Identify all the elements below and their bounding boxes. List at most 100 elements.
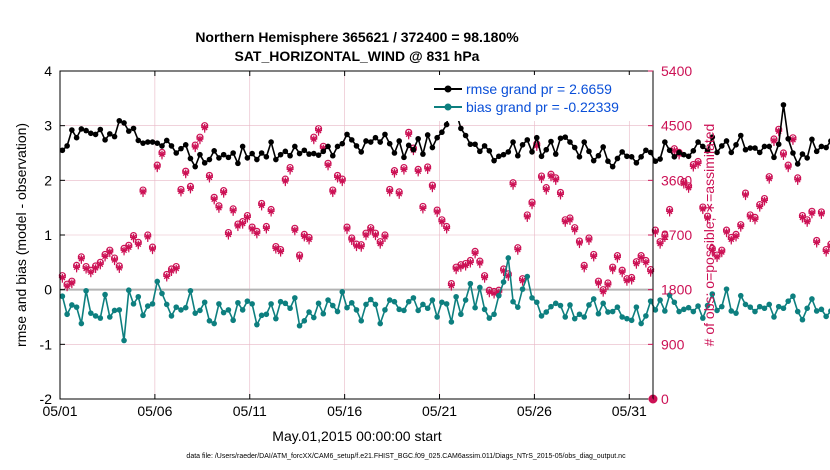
rmse-point: [353, 143, 360, 149]
bias-point: [775, 303, 782, 310]
obs-assimilated-marker: [770, 137, 778, 145]
obs-assimilated-stroke: [59, 274, 66, 281]
rmse-point: [571, 144, 578, 151]
bias-point: [64, 311, 70, 318]
rmse-point: [500, 151, 507, 158]
rmse-point: [557, 135, 564, 142]
bias-point: [382, 307, 388, 313]
rmse-point: [382, 131, 388, 138]
obs-assimilated-marker: [68, 279, 76, 287]
bias-point: [671, 299, 678, 306]
rmse-point: [239, 143, 246, 150]
obs-assimilated-marker: [87, 268, 95, 276]
bias-point: [116, 307, 123, 313]
obs-assimilated-marker: [438, 218, 446, 226]
obs-assimilated-stroke: [234, 222, 241, 229]
bias-point: [519, 286, 526, 292]
rmse-point: [823, 144, 829, 151]
rmse-point: [718, 143, 725, 149]
rmse-point: [159, 143, 165, 149]
obs-assimilated-marker: [343, 225, 351, 233]
y-left-tick-label: 4: [44, 63, 52, 79]
obs-assimilated-marker: [471, 249, 479, 257]
x-tick-label: 05/11: [233, 403, 267, 419]
bias-point: [311, 314, 317, 321]
bias-point: [59, 293, 66, 300]
rmse-point: [325, 143, 331, 150]
obs-assimilated-stroke: [538, 174, 545, 181]
obs-assimilated-marker: [538, 174, 546, 182]
rmse-series: [59, 95, 830, 170]
obs-assimilated-marker: [704, 214, 712, 222]
bias-point: [453, 293, 459, 300]
bias-point: [666, 292, 673, 298]
bias-point: [695, 303, 701, 309]
x-tick-label: 05/16: [327, 403, 362, 419]
obs-assimilated-marker: [784, 163, 792, 171]
obs-assimilated-marker: [609, 265, 617, 273]
obs-assimilated-stroke: [438, 218, 445, 225]
bias-point: [481, 306, 488, 313]
bias-point: [396, 306, 402, 313]
bias-point: [609, 308, 616, 315]
obs-assimilated-stroke: [106, 249, 113, 255]
bias-point: [756, 303, 763, 310]
rmse-point: [586, 148, 592, 155]
rmse-point: [652, 158, 659, 164]
rmse-point: [676, 149, 682, 156]
obs-assimilated-stroke: [462, 262, 469, 269]
rmse-point: [733, 142, 739, 148]
obs-assimilated-stroke: [97, 261, 104, 268]
obs-possible-marker: [827, 240, 830, 248]
obs-assimilated-stroke: [310, 136, 317, 142]
obs-assimilated-marker: [177, 187, 185, 195]
rmse-point: [192, 163, 199, 170]
rmse-point: [462, 132, 469, 139]
obs-assimilated-marker: [547, 172, 555, 180]
rmse-point: [320, 148, 327, 155]
x-tick-label: 05/01: [42, 403, 77, 419]
rmse-point: [590, 157, 597, 164]
rmse-point: [481, 143, 488, 149]
obs-assimilated-marker: [594, 279, 602, 287]
obs-assimilated-stroke: [481, 274, 488, 281]
bias-point: [258, 312, 265, 319]
obs-assimilated-marker: [632, 260, 640, 268]
rmse-point: [377, 139, 384, 145]
obs-assimilated-stroke: [140, 188, 146, 195]
bias-point: [353, 307, 360, 313]
obs-assimilated-marker: [77, 255, 85, 263]
bias-point: [216, 301, 222, 307]
obs-assimilated-marker: [443, 224, 451, 232]
bias-point: [571, 315, 578, 322]
rmse-point: [178, 145, 184, 152]
rmse-point: [292, 143, 298, 150]
footer-data-file: data file: /Users/raeder/DAI/ATM_forcXX/…: [186, 453, 626, 460]
obs-assimilated-stroke: [704, 215, 711, 221]
bias-point: [125, 287, 132, 294]
rmse-point: [287, 152, 293, 159]
obs-assimilated-marker: [220, 188, 228, 196]
obs-assimilated-stroke: [633, 260, 640, 267]
bias-point: [704, 302, 711, 309]
obs-assimilated-stroke: [116, 264, 123, 271]
bias-point: [790, 293, 796, 300]
obs-assimilated-stroke: [756, 203, 763, 210]
bias-point: [728, 308, 735, 314]
x-tick-label: 05/31: [612, 403, 647, 419]
obs-assimilated-stroke: [604, 281, 611, 288]
obs-assimilated-stroke: [396, 190, 403, 197]
bias-point: [107, 314, 113, 320]
rmse-point: [609, 163, 616, 170]
rmse-point: [282, 148, 289, 155]
obs-assimilated-marker: [566, 216, 574, 224]
bias-point: [306, 309, 312, 315]
obs-assimilated-stroke: [315, 127, 322, 134]
obs-assimilated-marker: [509, 181, 517, 189]
bias-point: [282, 300, 289, 307]
bias-point: [273, 315, 279, 322]
bias-point: [538, 313, 545, 319]
bias-point: [681, 306, 687, 313]
obs-assimilated-marker: [590, 252, 598, 260]
obs-assimilated-marker: [395, 190, 403, 198]
